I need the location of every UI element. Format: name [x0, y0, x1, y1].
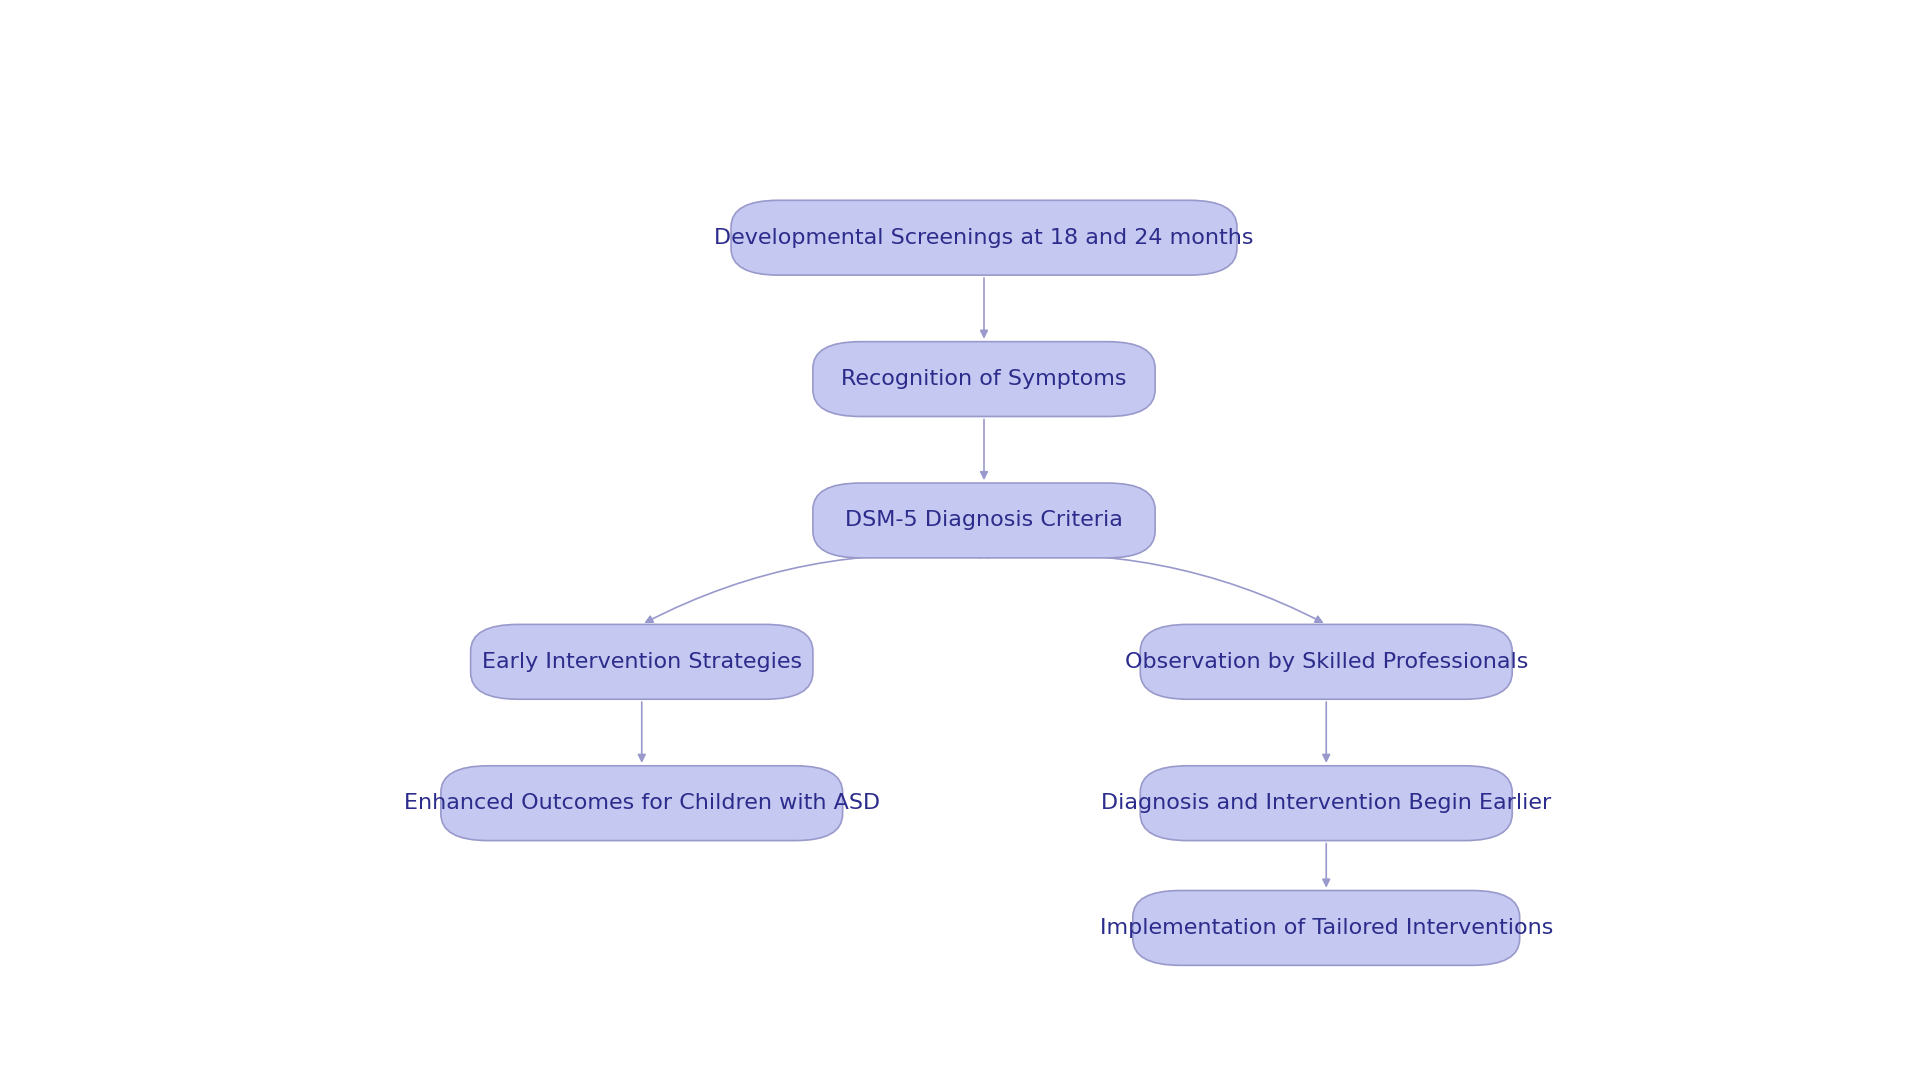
Text: Observation by Skilled Professionals: Observation by Skilled Professionals	[1125, 652, 1528, 672]
FancyBboxPatch shape	[812, 341, 1156, 417]
Text: Developmental Screenings at 18 and 24 months: Developmental Screenings at 18 and 24 mo…	[714, 228, 1254, 247]
FancyBboxPatch shape	[470, 624, 812, 699]
Text: Recognition of Symptoms: Recognition of Symptoms	[841, 369, 1127, 389]
FancyBboxPatch shape	[732, 200, 1236, 275]
Text: Enhanced Outcomes for Children with ASD: Enhanced Outcomes for Children with ASD	[403, 793, 879, 813]
FancyBboxPatch shape	[1133, 891, 1521, 966]
FancyBboxPatch shape	[1140, 624, 1513, 699]
Text: DSM-5 Diagnosis Criteria: DSM-5 Diagnosis Criteria	[845, 511, 1123, 530]
FancyBboxPatch shape	[442, 766, 843, 840]
Text: Early Intervention Strategies: Early Intervention Strategies	[482, 652, 803, 672]
Text: Diagnosis and Intervention Begin Earlier: Diagnosis and Intervention Begin Earlier	[1100, 793, 1551, 813]
Text: Implementation of Tailored Interventions: Implementation of Tailored Interventions	[1100, 918, 1553, 937]
FancyBboxPatch shape	[812, 483, 1156, 558]
FancyBboxPatch shape	[1140, 766, 1513, 840]
